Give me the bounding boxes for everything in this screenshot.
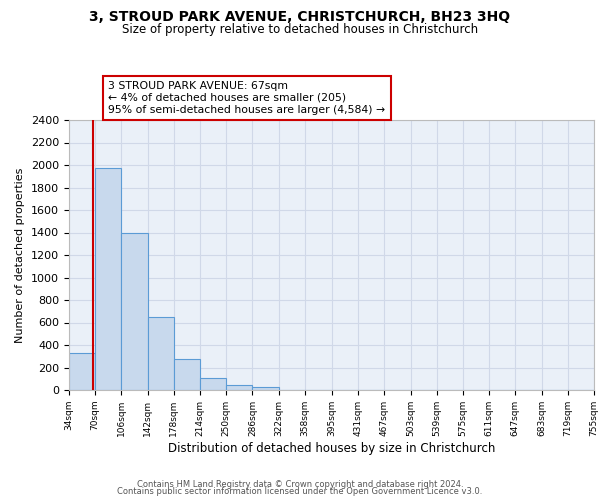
- Bar: [253, 387, 279, 390]
- Bar: [121, 232, 148, 390]
- Text: Size of property relative to detached houses in Christchurch: Size of property relative to detached ho…: [122, 22, 478, 36]
- Text: 3 STROUD PARK AVENUE: 67sqm
← 4% of detached houses are smaller (205)
95% of sem: 3 STROUD PARK AVENUE: 67sqm ← 4% of deta…: [109, 82, 386, 114]
- Bar: [95, 168, 121, 390]
- Bar: [200, 378, 226, 390]
- Text: 3, STROUD PARK AVENUE, CHRISTCHURCH, BH23 3HQ: 3, STROUD PARK AVENUE, CHRISTCHURCH, BH2…: [89, 10, 511, 24]
- Bar: [226, 385, 253, 390]
- Y-axis label: Number of detached properties: Number of detached properties: [16, 168, 25, 342]
- Text: Contains public sector information licensed under the Open Government Licence v3: Contains public sector information licen…: [118, 487, 482, 496]
- Text: Contains HM Land Registry data © Crown copyright and database right 2024.: Contains HM Land Registry data © Crown c…: [137, 480, 463, 489]
- Bar: [148, 317, 174, 390]
- Bar: [174, 359, 200, 390]
- X-axis label: Distribution of detached houses by size in Christchurch: Distribution of detached houses by size …: [168, 442, 495, 454]
- Bar: [69, 354, 95, 390]
